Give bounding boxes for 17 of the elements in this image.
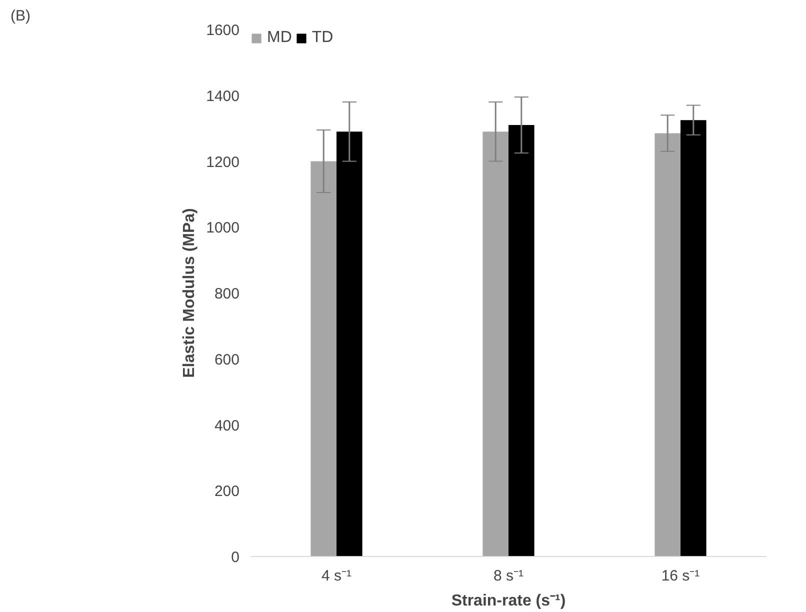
x-axis-title: Strain-rate (s⁻¹) xyxy=(451,592,566,610)
y-tick-label: 1000 xyxy=(206,220,240,237)
y-tick-label: 1600 xyxy=(206,22,240,39)
x-tick-label: 4 s⁻¹ xyxy=(322,568,352,584)
y-tick-label: 1400 xyxy=(206,88,240,105)
y-tick-label: 1200 xyxy=(206,154,240,171)
y-tick-label: 0 xyxy=(231,549,240,566)
x-tick-label: 16 s⁻¹ xyxy=(661,568,700,584)
text: (B) xyxy=(10,8,30,24)
y-tick-label: 400 xyxy=(214,417,240,434)
y-axis-title: Elastic Modulus (MPa) xyxy=(181,208,198,378)
legend-label: MD xyxy=(267,29,292,47)
y-tick-label: 600 xyxy=(214,351,240,368)
legend-label: TD xyxy=(312,29,334,47)
x-tick-label: 8 s⁻¹ xyxy=(494,568,524,584)
y-tick-label: 200 xyxy=(214,483,240,500)
y-tick-label: 800 xyxy=(214,286,240,302)
